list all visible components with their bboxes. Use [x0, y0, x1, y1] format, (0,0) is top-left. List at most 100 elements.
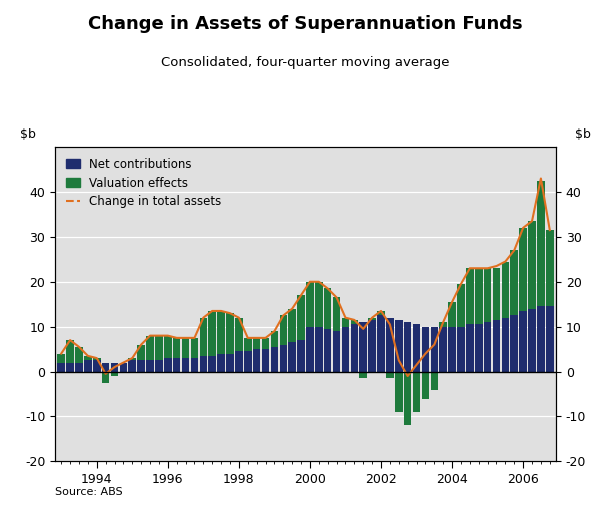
- Bar: [208, 311, 216, 356]
- Bar: [93, 360, 101, 372]
- Bar: [279, 315, 287, 345]
- Text: Source: ABS: Source: ABS: [55, 487, 123, 497]
- Bar: [218, 311, 225, 353]
- Bar: [448, 327, 456, 372]
- Bar: [324, 329, 332, 372]
- Bar: [351, 324, 358, 372]
- Bar: [422, 372, 429, 399]
- Bar: [359, 322, 367, 372]
- Bar: [288, 342, 296, 372]
- Bar: [84, 356, 92, 360]
- Bar: [218, 353, 225, 372]
- Bar: [164, 336, 172, 358]
- Bar: [368, 320, 376, 372]
- Bar: [404, 322, 411, 372]
- Bar: [466, 268, 474, 324]
- Bar: [67, 340, 74, 363]
- Bar: [298, 295, 305, 340]
- Bar: [359, 372, 367, 378]
- Bar: [404, 372, 411, 425]
- Bar: [102, 372, 109, 383]
- Bar: [510, 250, 518, 315]
- Bar: [182, 358, 189, 372]
- Bar: [333, 298, 340, 331]
- Bar: [529, 309, 536, 372]
- Bar: [57, 353, 65, 363]
- Bar: [537, 306, 544, 372]
- Bar: [271, 331, 278, 347]
- Bar: [395, 372, 403, 412]
- Bar: [120, 363, 127, 372]
- Bar: [377, 311, 385, 315]
- Legend: Net contributions, Valuation effects, Change in total assets: Net contributions, Valuation effects, Ch…: [61, 153, 226, 213]
- Bar: [111, 363, 119, 372]
- Bar: [457, 284, 465, 327]
- Bar: [173, 338, 180, 358]
- Bar: [262, 349, 269, 372]
- Bar: [137, 360, 145, 372]
- Bar: [519, 311, 527, 372]
- Bar: [279, 345, 287, 372]
- Bar: [315, 282, 323, 327]
- Bar: [475, 268, 483, 324]
- Bar: [262, 338, 269, 349]
- Bar: [422, 327, 429, 372]
- Bar: [298, 340, 305, 372]
- Bar: [475, 324, 483, 372]
- Bar: [226, 353, 234, 372]
- Bar: [306, 282, 313, 327]
- Bar: [324, 288, 332, 329]
- Bar: [235, 318, 243, 351]
- Bar: [164, 358, 172, 372]
- Bar: [271, 347, 278, 372]
- Bar: [253, 338, 260, 349]
- Bar: [492, 268, 500, 320]
- Bar: [368, 318, 376, 320]
- Bar: [200, 356, 207, 372]
- Text: $b: $b: [20, 128, 36, 141]
- Bar: [173, 358, 180, 372]
- Bar: [386, 318, 393, 372]
- Bar: [351, 320, 358, 324]
- Bar: [484, 322, 491, 372]
- Text: Change in Assets of Superannuation Funds: Change in Assets of Superannuation Funds: [88, 15, 523, 33]
- Bar: [288, 309, 296, 342]
- Bar: [182, 338, 189, 358]
- Bar: [529, 221, 536, 309]
- Bar: [84, 360, 92, 372]
- Bar: [492, 320, 500, 372]
- Bar: [191, 358, 198, 372]
- Bar: [306, 327, 313, 372]
- Text: $b: $b: [575, 128, 591, 141]
- Bar: [431, 327, 438, 372]
- Bar: [502, 318, 509, 372]
- Bar: [244, 338, 252, 351]
- Bar: [155, 360, 163, 372]
- Bar: [342, 327, 349, 372]
- Bar: [146, 336, 154, 360]
- Bar: [253, 349, 260, 372]
- Bar: [431, 372, 438, 389]
- Bar: [386, 372, 393, 378]
- Bar: [128, 358, 136, 360]
- Bar: [226, 313, 234, 353]
- Bar: [200, 318, 207, 356]
- Bar: [208, 356, 216, 372]
- Bar: [137, 345, 145, 360]
- Bar: [466, 324, 474, 372]
- Bar: [333, 331, 340, 372]
- Bar: [439, 322, 447, 327]
- Bar: [448, 302, 456, 327]
- Bar: [439, 327, 447, 372]
- Bar: [502, 262, 509, 318]
- Bar: [546, 230, 554, 306]
- Bar: [519, 228, 527, 311]
- Bar: [102, 363, 109, 372]
- Bar: [395, 320, 403, 372]
- Bar: [484, 268, 491, 322]
- Bar: [75, 347, 82, 363]
- Bar: [93, 358, 101, 360]
- Bar: [546, 306, 554, 372]
- Bar: [413, 324, 420, 372]
- Bar: [377, 315, 385, 372]
